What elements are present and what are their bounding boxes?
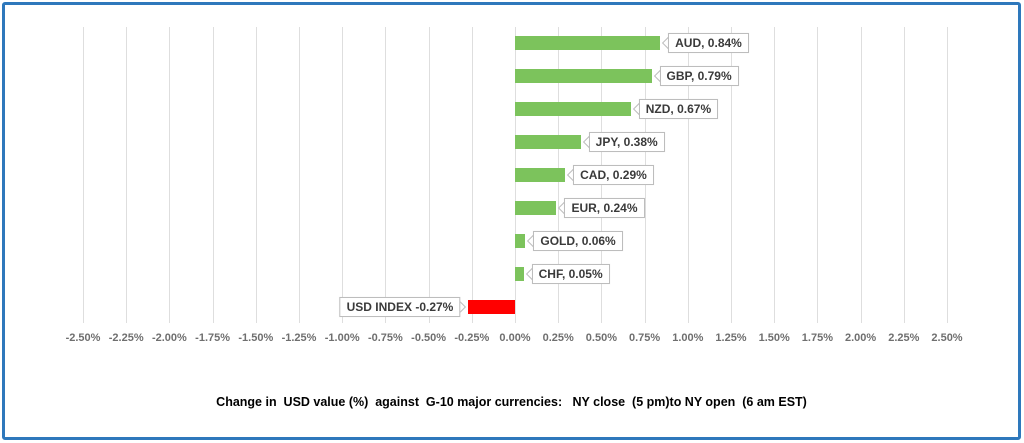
x-axis-tick-label: -2.00% — [151, 332, 187, 344]
gridline — [731, 27, 732, 323]
gridline — [774, 27, 776, 323]
x-axis-tick-label: 1.25% — [715, 332, 747, 344]
x-axis-tick-label: 2.50% — [931, 332, 963, 344]
x-axis-tick-label: -1.50% — [238, 332, 274, 344]
data-label-gbp: GBP, 0.79% — [659, 66, 739, 87]
chart-title: Change in USD value (%) against G-10 maj… — [216, 395, 807, 409]
x-axis-tick-label: 0.75% — [628, 332, 661, 344]
gridline — [903, 27, 905, 323]
data-label-nzd: NZD, 0.67% — [638, 99, 719, 120]
gridline — [212, 27, 214, 323]
x-axis-tick-label: -0.75% — [367, 332, 403, 344]
x-axis-tick-label: -0.25% — [454, 332, 490, 344]
x-axis-tick-label: -0.50% — [411, 332, 447, 344]
x-axis-tick-label: 2.00% — [844, 332, 877, 344]
x-axis-tick-label: -1.75% — [195, 332, 231, 344]
gridline — [428, 27, 430, 323]
gridline — [385, 27, 387, 323]
gridline — [169, 27, 171, 323]
x-axis-tick-label: -1.00% — [324, 332, 360, 344]
x-axis-tick-label: -2.25% — [108, 332, 144, 344]
x-axis-tick-label: 0.25% — [542, 332, 574, 344]
data-label-cad: CAD, 0.29% — [573, 165, 654, 185]
x-axis-tick-label: -1.25% — [281, 332, 317, 344]
bar-gbp — [515, 69, 652, 84]
data-label-usd-index: USD INDEX -0.27% — [339, 296, 461, 317]
gridline — [860, 27, 862, 323]
data-label-gold: GOLD, 0.06% — [533, 230, 623, 251]
bar-usd-index — [468, 299, 515, 314]
bar-eur — [515, 200, 557, 215]
bar-jpy — [515, 135, 581, 150]
bar-chart-plot-area: -2.50% -2.25% -2.00% -1.75% -1.50% -1.25% -1.0… — [5, 5, 1018, 437]
gridline — [947, 27, 948, 323]
bar-cad — [515, 168, 566, 182]
data-label-eur: EUR, 0.24% — [564, 197, 645, 218]
x-axis-tick-label: 1.00% — [672, 332, 704, 344]
gridline — [126, 27, 128, 323]
data-label-chf: CHF, 0.05% — [531, 263, 610, 284]
gridline — [299, 27, 300, 323]
x-axis-tick-label: 0.50% — [585, 332, 617, 344]
bar-nzd — [515, 102, 631, 117]
data-label-jpy: JPY, 0.38% — [588, 132, 665, 153]
gridline — [255, 27, 257, 323]
x-axis-tick-label: 0.00% — [499, 332, 531, 344]
x-axis-tick-label: 1.50% — [758, 332, 790, 344]
gridline — [471, 27, 473, 323]
x-axis-tick-label: 2.25% — [888, 332, 920, 344]
data-label-aud: AUD, 0.84% — [668, 33, 749, 54]
bar-chf — [515, 266, 524, 281]
gridline — [817, 27, 819, 323]
x-axis-tick-label: 1.75% — [801, 332, 833, 344]
x-axis-tick-label: -2.50% — [65, 332, 101, 344]
gridline — [83, 27, 84, 323]
bar-aud — [515, 36, 661, 51]
gridline — [687, 27, 689, 323]
gridline — [342, 27, 344, 323]
bar-gold — [515, 233, 526, 248]
